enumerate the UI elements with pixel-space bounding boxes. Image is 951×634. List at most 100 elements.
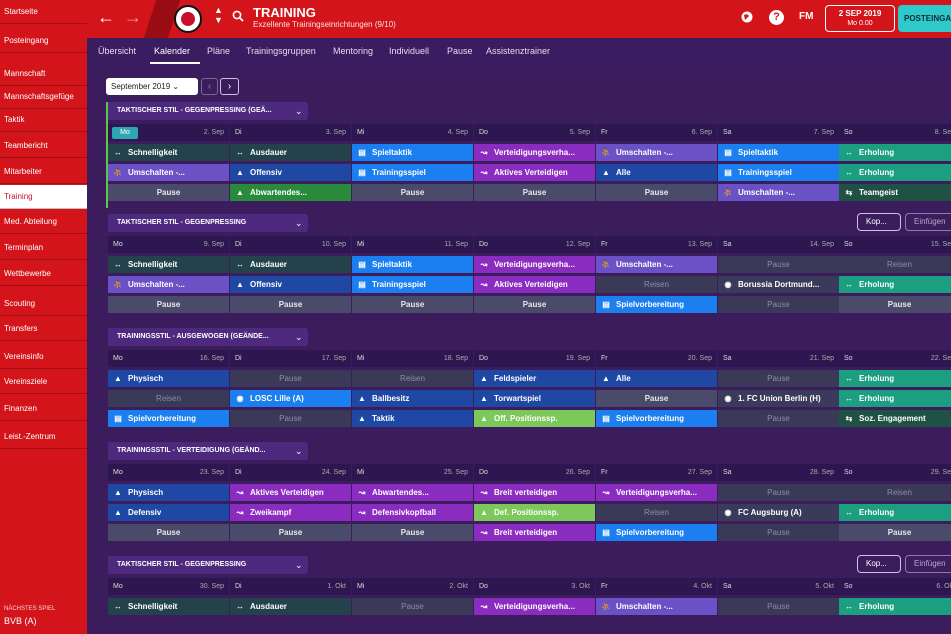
sidebar-item-vereinsziele[interactable]: Vereinsziele	[0, 370, 87, 394]
session-cell[interactable]: ↔ Erholung	[839, 370, 951, 387]
sidebar-item-vereinsinfo[interactable]: Vereinsinfo	[0, 345, 87, 369]
next-match-value[interactable]: BVB (A)	[4, 616, 37, 626]
session-cell[interactable]: Pause	[352, 598, 473, 615]
session-cell[interactable]: ▲ Alle	[596, 164, 717, 181]
session-cell[interactable]: ▤ Spielvorbereitung	[596, 524, 717, 541]
session-cell[interactable]: ↔ Erholung	[839, 504, 951, 521]
session-cell[interactable]: ↔ Schnelligkeit	[108, 144, 229, 161]
session-cell[interactable]: Pause	[352, 184, 473, 201]
session-cell[interactable]: Pause	[352, 524, 473, 541]
session-cell[interactable]: ▤ Spielvorbereitung	[108, 410, 229, 427]
sidebar-item-mitarbeiter[interactable]: Mitarbeiter	[0, 160, 87, 184]
session-cell[interactable]: Pause	[108, 184, 229, 201]
session-cell[interactable]: Reisen	[596, 504, 717, 521]
session-cell[interactable]: ▤ Spielvorbereitung	[596, 410, 717, 427]
session-cell[interactable]: ↔ Ausdauer	[230, 256, 351, 273]
session-cell[interactable]: ▤ Trainingsspiel	[352, 164, 473, 181]
session-cell[interactable]: ↝ Verteidigungsverha...	[474, 598, 595, 615]
session-cell[interactable]: ↝ Aktives Verteidigen	[230, 484, 351, 501]
sidebar-item-scouting[interactable]: Scouting	[0, 292, 87, 316]
club-switch-icon[interactable]: ▲ ▼	[214, 5, 223, 25]
session-cell[interactable]: ▤ Spieltaktik	[352, 256, 473, 273]
fm-icon[interactable]: FM	[799, 11, 814, 22]
month-select[interactable]: September 2019 ⌄	[106, 78, 198, 95]
session-cell[interactable]: Pause	[839, 524, 951, 541]
session-cell[interactable]: Pause	[718, 598, 839, 615]
session-cell[interactable]: ↔ Erholung	[839, 390, 951, 407]
sidebar-item-posteingang[interactable]: Posteingang	[0, 29, 87, 53]
session-cell[interactable]: ↔ Schnelligkeit	[108, 598, 229, 615]
session-cell[interactable]: Reisen	[108, 390, 229, 407]
session-cell[interactable]: ↝ Aktives Verteidigen	[474, 164, 595, 181]
session-cell[interactable]: Pause	[230, 410, 351, 427]
chevron-down-icon[interactable]: ⌄	[295, 106, 303, 116]
session-cell[interactable]: ▲ Off. Positionssp.	[474, 410, 595, 427]
tab-trainingsgruppen[interactable]: Trainingsgruppen	[246, 46, 316, 56]
tab-individuell[interactable]: Individuell	[389, 46, 430, 56]
session-cell[interactable]: ↔ Erholung	[839, 144, 951, 161]
session-cell[interactable]: ↝ Verteidigungsverha...	[474, 144, 595, 161]
sidebar-item-leist-zentrum[interactable]: Leist.-Zentrum	[0, 425, 87, 449]
search-icon[interactable]	[232, 10, 244, 22]
tab-übersicht[interactable]: Übersicht	[98, 46, 137, 56]
session-cell[interactable]: Pause	[474, 296, 595, 313]
session-cell[interactable]: ↝ Abwartendes...	[352, 484, 473, 501]
session-cell[interactable]: ⛹ Umschalten -...	[596, 144, 717, 161]
session-cell[interactable]: Pause	[352, 296, 473, 313]
session-cell[interactable]: ▲ Offensiv	[230, 276, 351, 293]
session-cell[interactable]: Pause	[230, 524, 351, 541]
chevron-down-icon[interactable]: ⌄	[295, 446, 303, 456]
session-cell[interactable]: ▤ Spieltaktik	[352, 144, 473, 161]
tab-mentoring[interactable]: Mentoring	[333, 46, 374, 56]
week-style-header[interactable]: TAKTISCHER STIL - GEGENPRESSING (GEÄ...	[108, 102, 308, 120]
session-cell[interactable]: Reisen	[352, 370, 473, 387]
session-cell[interactable]: ▲ Offensiv	[230, 164, 351, 181]
session-cell[interactable]: ↝ Defensivkopfball	[352, 504, 473, 521]
session-cell[interactable]: ↔ Ausdauer	[230, 144, 351, 161]
tab-assistenztrainer[interactable]: Assistenztrainer	[486, 46, 551, 56]
session-cell[interactable]: ⛹ Umschalten -...	[108, 164, 229, 181]
session-cell[interactable]: Pause	[718, 410, 839, 427]
session-cell[interactable]: ▲ Physisch	[108, 370, 229, 387]
chevron-left-icon[interactable]: ‹	[201, 78, 218, 95]
session-cell[interactable]: ▲ Feldspieler	[474, 370, 595, 387]
copy-button[interactable]: Kop...	[857, 555, 901, 573]
session-cell[interactable]: ▲ Ballbesitz	[352, 390, 473, 407]
club-crest-icon[interactable]	[174, 5, 202, 33]
session-cell[interactable]: Pause	[718, 256, 839, 273]
session-cell[interactable]: ◉ Borussia Dortmund...	[718, 276, 839, 293]
session-cell[interactable]: ⛹ Umschalten -...	[596, 256, 717, 273]
session-cell[interactable]: ▲ Physisch	[108, 484, 229, 501]
session-cell[interactable]: ◉ FC Augsburg (A)	[718, 504, 839, 521]
session-cell[interactable]: Pause	[839, 296, 951, 313]
session-cell[interactable]: ◉ 1. FC Union Berlin (H)	[718, 390, 839, 407]
session-cell[interactable]: Pause	[230, 370, 351, 387]
week-style-header[interactable]: TAKTISCHER STIL - GEGENPRESSING	[108, 214, 308, 232]
inbox-continue-button[interactable]: POSTEINGA	[898, 5, 951, 32]
session-cell[interactable]: ↝ Zweikampf	[230, 504, 351, 521]
tab-pläne[interactable]: Pläne	[207, 46, 231, 56]
tab-pause[interactable]: Pause	[447, 46, 473, 56]
session-cell[interactable]: ▤ Spielvorbereitung	[596, 296, 717, 313]
session-cell[interactable]: ▲ Taktik	[352, 410, 473, 427]
week-style-header[interactable]: TAKTISCHER STIL - GEGENPRESSING	[108, 556, 308, 574]
session-cell[interactable]: Pause	[230, 296, 351, 313]
session-cell[interactable]: Pause	[718, 484, 839, 501]
sidebar-item-terminplan[interactable]: Terminplan	[0, 236, 87, 260]
session-cell[interactable]: ◉ LOSC Lille (A)	[230, 390, 351, 407]
sidebar-item-training[interactable]: Training	[0, 185, 87, 209]
session-cell[interactable]: ↔ Erholung	[839, 276, 951, 293]
session-cell[interactable]: ↔ Schnelligkeit	[108, 256, 229, 273]
date-box[interactable]: 2 SEP 2019 Mo 0.00	[825, 5, 895, 32]
session-cell[interactable]: Pause	[108, 296, 229, 313]
globe-icon[interactable]	[740, 10, 754, 24]
session-cell[interactable]: ↔ Erholung	[839, 598, 951, 615]
sidebar-item-mannschaftsgefüge[interactable]: Mannschaftsgefüge	[0, 85, 87, 109]
sidebar-item-taktik[interactable]: Taktik	[0, 108, 87, 132]
paste-button[interactable]: Einfügen	[905, 213, 951, 231]
sidebar-item-med-abteilung[interactable]: Med. Abteilung	[0, 210, 87, 234]
session-cell[interactable]: Pause	[718, 370, 839, 387]
tab-kalender[interactable]: Kalender	[154, 46, 191, 56]
session-cell[interactable]: ⇆ Soz. Engagement	[839, 410, 951, 427]
copy-button[interactable]: Kop...	[857, 213, 901, 231]
